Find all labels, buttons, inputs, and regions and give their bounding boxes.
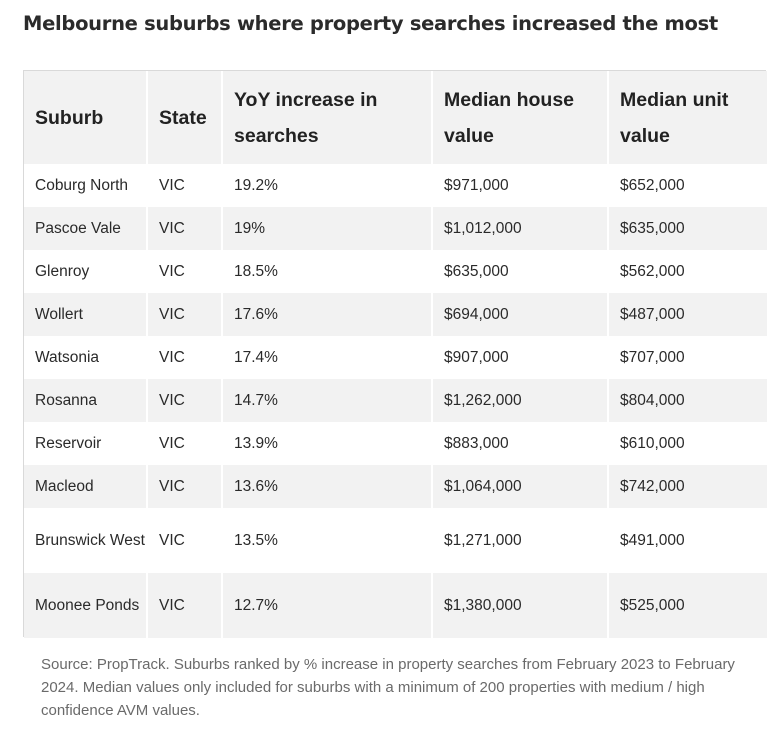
cell-median-house-value: $883,000 <box>432 422 609 465</box>
cell-suburb: Watsonia <box>24 336 148 379</box>
cell-state: VIC <box>147 164 223 207</box>
cell-median-house-value: $1,012,000 <box>432 207 609 250</box>
cell-yoy-increase: 14.7% <box>222 379 433 422</box>
cell-median-unit-value: $635,000 <box>620 220 685 237</box>
cell-state: VIC <box>147 207 223 250</box>
column-header-median-unit-value: Median unit value <box>620 88 729 147</box>
cell-median-unit-value: $652,000 <box>620 177 685 194</box>
cell-median-unit-value: $562,000 <box>620 263 685 280</box>
cell-suburb: Brunswick West <box>24 508 148 573</box>
cell-suburb: Coburg North <box>24 164 148 207</box>
cell-median-unit-value: $491,000 <box>620 532 685 549</box>
cell-state: VIC <box>147 293 223 336</box>
source-note: Source: PropTrack. Suburbs ranked by % i… <box>41 656 735 719</box>
cell-suburb: Pascoe Vale <box>24 207 148 250</box>
cell-state: VIC <box>147 379 223 422</box>
cell-median-house-value: $1,262,000 <box>432 379 609 422</box>
cell-yoy-increase: 12.7% <box>222 573 433 638</box>
cell-yoy-increase: 19.2% <box>222 164 433 207</box>
cell-median-unit-value: $742,000 <box>620 478 685 495</box>
table-header-row: Suburb State YoY increase in searches Me… <box>24 71 767 164</box>
table-row: Macleod VIC 13.6% $1,064,000 $742,000 <box>24 465 767 508</box>
table-row: Moonee Ponds VIC 12.7% $1,380,000 $525,0… <box>24 573 767 638</box>
cell-median-house-value: $1,271,000 <box>432 508 609 573</box>
cell-suburb: Glenroy <box>24 250 148 293</box>
cell-median-unit-value: $707,000 <box>620 349 685 366</box>
cell-suburb: Wollert <box>24 293 148 336</box>
cell-suburb: Moonee Ponds <box>24 573 148 638</box>
cell-yoy-increase: 19% <box>222 207 433 250</box>
cell-yoy-increase: 18.5% <box>222 250 433 293</box>
cell-state: VIC <box>147 422 223 465</box>
cell-state: VIC <box>147 250 223 293</box>
table-row: Reservoir VIC 13.9% $883,000 $610,000 <box>24 422 767 465</box>
cell-yoy-increase: 17.4% <box>222 336 433 379</box>
cell-median-house-value: $971,000 <box>432 164 609 207</box>
cell-median-house-value: $907,000 <box>432 336 609 379</box>
table-row: Coburg North VIC 19.2% $971,000 $652,000 <box>24 164 767 207</box>
column-header-suburb: Suburb <box>24 71 148 164</box>
cell-suburb: Reservoir <box>24 422 148 465</box>
cell-yoy-increase: 13.6% <box>222 465 433 508</box>
cell-median-house-value: $635,000 <box>432 250 609 293</box>
cell-state: VIC <box>147 573 223 638</box>
cell-median-house-value: $1,064,000 <box>432 465 609 508</box>
table-row: Wollert VIC 17.6% $694,000 $487,000 <box>24 293 767 336</box>
cell-state: VIC <box>147 508 223 573</box>
table-row: Brunswick West VIC 13.5% $1,271,000 $491… <box>24 508 767 573</box>
column-header-median-house-value: Median house value <box>432 71 609 164</box>
table-row: Glenroy VIC 18.5% $635,000 $562,000 <box>24 250 767 293</box>
table-row: Watsonia VIC 17.4% $907,000 $707,000 <box>24 336 767 379</box>
suburbs-table: Suburb State YoY increase in searches Me… <box>23 70 767 638</box>
page-title: Melbourne suburbs where property searche… <box>23 12 718 35</box>
cell-median-unit-value: $525,000 <box>620 597 685 614</box>
cell-median-unit-value: $804,000 <box>620 392 685 409</box>
column-header-state: State <box>147 71 223 164</box>
cell-state: VIC <box>147 465 223 508</box>
cell-median-house-value: $694,000 <box>432 293 609 336</box>
cell-median-unit-value: $610,000 <box>620 435 685 452</box>
cell-state: VIC <box>147 336 223 379</box>
cell-yoy-increase: 13.5% <box>222 508 433 573</box>
cell-suburb: Macleod <box>24 465 148 508</box>
cell-suburb: Rosanna <box>24 379 148 422</box>
cell-yoy-increase: 13.9% <box>222 422 433 465</box>
cell-median-house-value: $1,380,000 <box>432 573 609 638</box>
table-row: Pascoe Vale VIC 19% $1,012,000 $635,000 <box>24 207 767 250</box>
cell-median-unit-value: $487,000 <box>620 306 685 323</box>
column-header-yoy-increase: YoY increase in searches <box>222 71 433 164</box>
cell-yoy-increase: 17.6% <box>222 293 433 336</box>
table-row: Rosanna VIC 14.7% $1,262,000 $804,000 <box>24 379 767 422</box>
